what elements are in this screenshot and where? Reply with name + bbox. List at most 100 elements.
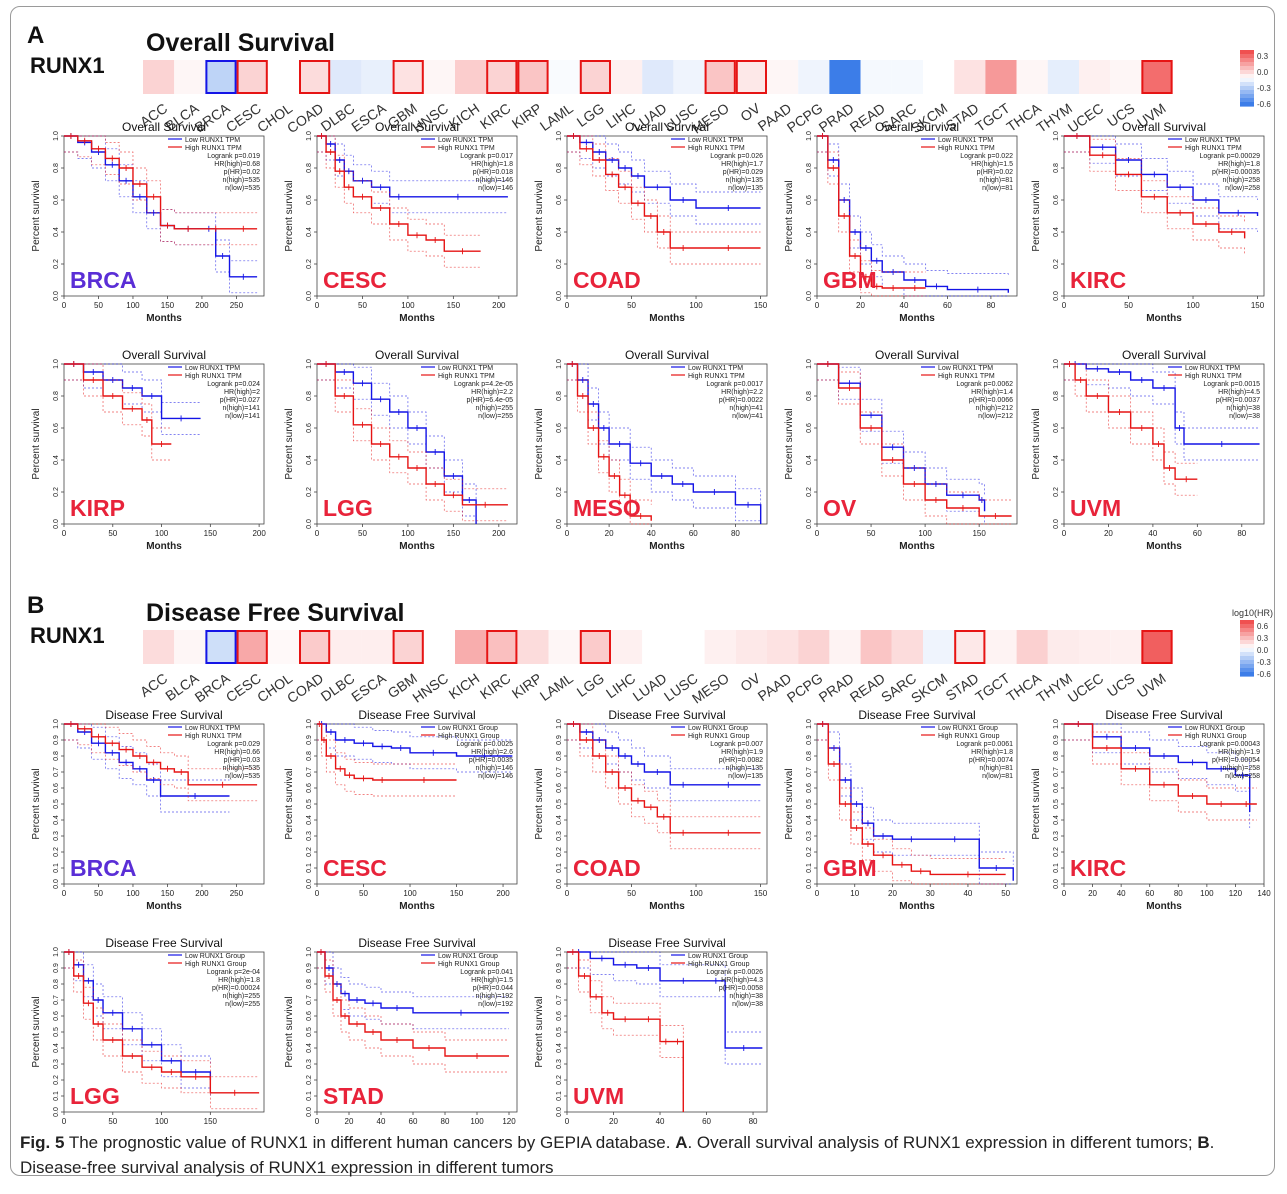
y-axis-label: Percent survival: [534, 408, 545, 479]
ci-lower-line: [64, 739, 258, 802]
y-tick-label: 0.5: [806, 799, 813, 809]
x-tick-label: 150: [972, 529, 986, 538]
figure-canvas: A Overall Survival RUNX1 ACCBLCABRCACESCCHO…: [27, 22, 1273, 1125]
heatmap-cancer-label: UCEC: [1065, 670, 1107, 706]
y-tick-label: 0.8: [306, 979, 313, 989]
heatmap-cell: [423, 60, 455, 94]
survival-curve: [317, 723, 457, 781]
stat-text: n(low)=255: [478, 413, 513, 420]
survival-curve: [1064, 723, 1257, 805]
plot-frame: [316, 363, 518, 525]
y-tick-label: 0.0: [556, 879, 563, 889]
heatmap-cell: [486, 630, 518, 664]
y-tick-label: 0.4: [806, 455, 813, 465]
y-tick-label: 0.4: [1053, 815, 1060, 825]
y-tick-label: 1.0: [806, 719, 813, 729]
y-tick-label: 0.3: [806, 831, 813, 841]
heatmap-legend-b: log10(HR) 0.6 0.3 0.0 -0.3 -0.6: [1232, 608, 1273, 679]
y-tick-label: 0.1: [556, 863, 563, 873]
stat-text: HR(high)=4.3: [721, 977, 763, 984]
y-tick-label: 1.0: [556, 719, 563, 729]
y-tick-label: 1.0: [556, 131, 563, 141]
legend-tick: 0.0: [1257, 68, 1269, 77]
heatmap-cell: [611, 630, 643, 664]
x-tick-label: 60: [1145, 889, 1154, 898]
y-tick-label: 0.6: [53, 423, 60, 433]
x-axis-label: Months: [899, 541, 935, 552]
cancer-label: CESC: [323, 267, 387, 293]
ci-upper-line: [1064, 723, 1251, 796]
plot-title: Overall Survival: [122, 120, 206, 134]
y-tick-label: 0.0: [1053, 291, 1060, 301]
heatmap-cancer-label: STAD: [943, 670, 982, 704]
stat-text: n(high)=135: [725, 177, 763, 184]
y-tick-label: 0.5: [1053, 799, 1060, 809]
heatmap-cell: [1110, 630, 1142, 664]
y-tick-label: 1.0: [306, 359, 313, 369]
ci-upper-line: [817, 135, 1009, 277]
stat-text: n(low)=192: [478, 1001, 513, 1008]
legend-gradient-step: [1240, 672, 1254, 677]
legend-gradient-step: [1240, 78, 1254, 83]
heatmap-cancer-label: LGG: [574, 670, 607, 700]
plot-frame: [316, 135, 518, 297]
y-tick-label: 0.8: [53, 391, 60, 401]
legend-label: Low RUNX1 TPM: [185, 725, 240, 732]
y-tick-label: 1.0: [306, 719, 313, 729]
legend-label: Low RUNX1 Group: [438, 725, 498, 732]
heatmap-cell: [1141, 60, 1173, 94]
stat-text: n(high)=255: [222, 993, 260, 1000]
stat-text: p(HR)=0.0037: [1216, 397, 1260, 404]
stat-text: p(HR)=0.00054: [1212, 757, 1260, 764]
y-tick-label: 1.0: [556, 359, 563, 369]
cancer-label: LGG: [323, 495, 373, 521]
plot-title: Overall Survival: [375, 120, 459, 134]
heatmap-cancer-label: PRAD: [816, 100, 857, 135]
stat-text: Logrank p=4.2e-05: [454, 381, 513, 388]
x-tick-label: 0: [815, 889, 820, 898]
x-tick-label: 50: [94, 301, 103, 310]
heatmap-cancer-label: CESC: [223, 100, 264, 135]
heatmap-cell: [1016, 630, 1048, 664]
heatmap-cancer-label: READ: [847, 670, 888, 705]
y-tick-label: 0.1: [1053, 863, 1060, 873]
legend-label: High RUNX1 TPM: [438, 145, 495, 152]
y-tick-label: 0.6: [306, 423, 313, 433]
x-tick-label: 200: [252, 529, 266, 538]
y-tick-label: 0.9: [53, 735, 60, 745]
ci-upper-line: [317, 951, 509, 998]
stat-text: HR(high)=1.4: [971, 389, 1013, 396]
legend-title: log10(HR): [1232, 608, 1273, 618]
x-axis-label: Months: [899, 313, 935, 324]
y-tick-label: 0.4: [53, 227, 60, 237]
y-tick-label: 0.1: [556, 1091, 563, 1101]
stat-text: HR(high)=1.8: [1218, 161, 1260, 168]
x-tick-label: 50: [1124, 301, 1133, 310]
plot-frame: [1063, 363, 1265, 525]
ci-lower-line: [317, 379, 508, 522]
ci-lower-line: [1064, 379, 1260, 461]
legend-label: High RUNX1 Group: [185, 961, 247, 968]
survival-curve: [567, 363, 652, 521]
x-tick-label: 200: [492, 529, 506, 538]
heatmap-significant-box: [704, 60, 736, 94]
stat-text: HR(high)=2: [224, 389, 260, 396]
heatmap-cancer-label: TGCT: [972, 100, 1013, 135]
plot-frame: [816, 363, 1018, 525]
y-tick-label: 0.0: [806, 879, 813, 889]
stat-text: Logrank p=0.026: [710, 153, 763, 160]
heatmap-cell: [829, 630, 861, 664]
stat-text: p(HR)=0.018: [473, 169, 513, 176]
x-axis-label: Months: [899, 901, 935, 912]
legend-label: Low RUNX1 TPM: [185, 365, 240, 372]
stat-text: Logrank p=0.019: [207, 153, 260, 160]
y-axis-label: Percent survival: [31, 180, 42, 251]
y-axis-label: Percent survival: [284, 408, 295, 479]
heatmap-significant-box: [205, 60, 237, 94]
x-tick-label: 60: [702, 1117, 711, 1125]
y-tick-label: 0.4: [306, 815, 313, 825]
y-tick-label: 0.2: [806, 847, 813, 857]
y-axis-label: Percent survival: [284, 996, 295, 1067]
km-plot-b-gbm: Disease Free Survival 0.0 0.1 0.2 0.3 0.4 0.5 0…: [784, 708, 1018, 912]
caption-text-2: . Overall survival analysis of RUNX1 exp…: [687, 1133, 1198, 1152]
